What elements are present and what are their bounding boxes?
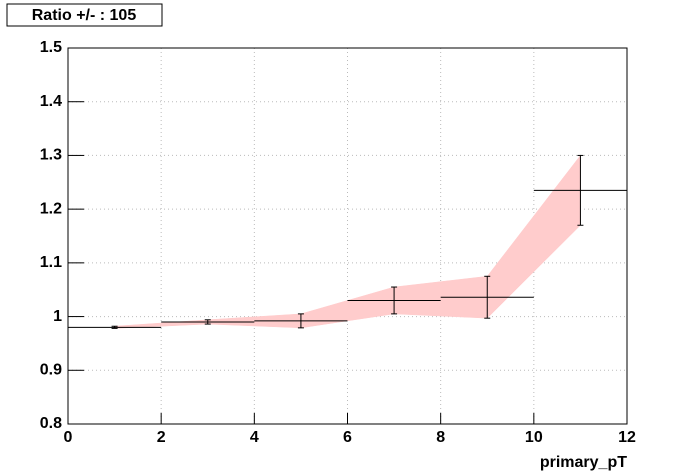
chart-title: Ratio +/- : 105	[32, 7, 137, 24]
x-tick-label: 8	[436, 429, 445, 446]
y-tick-label: 1.1	[40, 254, 62, 271]
x-tick-label: 0	[64, 429, 73, 446]
x-tick-label: 12	[618, 429, 636, 446]
x-axis-title: primary_pT	[540, 454, 627, 471]
title-box	[6, 3, 163, 27]
y-tick-label: 1	[53, 308, 62, 325]
y-tick-label: 0.9	[40, 362, 62, 379]
y-tick-label: 1.2	[40, 200, 62, 217]
y-tick-label: 1.5	[40, 39, 62, 56]
x-tick-label: 2	[157, 429, 166, 446]
x-tick-label: 4	[250, 429, 259, 446]
y-tick-label: 1.3	[40, 147, 62, 164]
x-tick-label: 6	[343, 429, 352, 446]
x-tick-label: 10	[525, 429, 543, 446]
plot-frame	[67, 47, 628, 425]
y-tick-label: 0.8	[40, 415, 62, 432]
y-tick-label: 1.4	[40, 93, 62, 110]
